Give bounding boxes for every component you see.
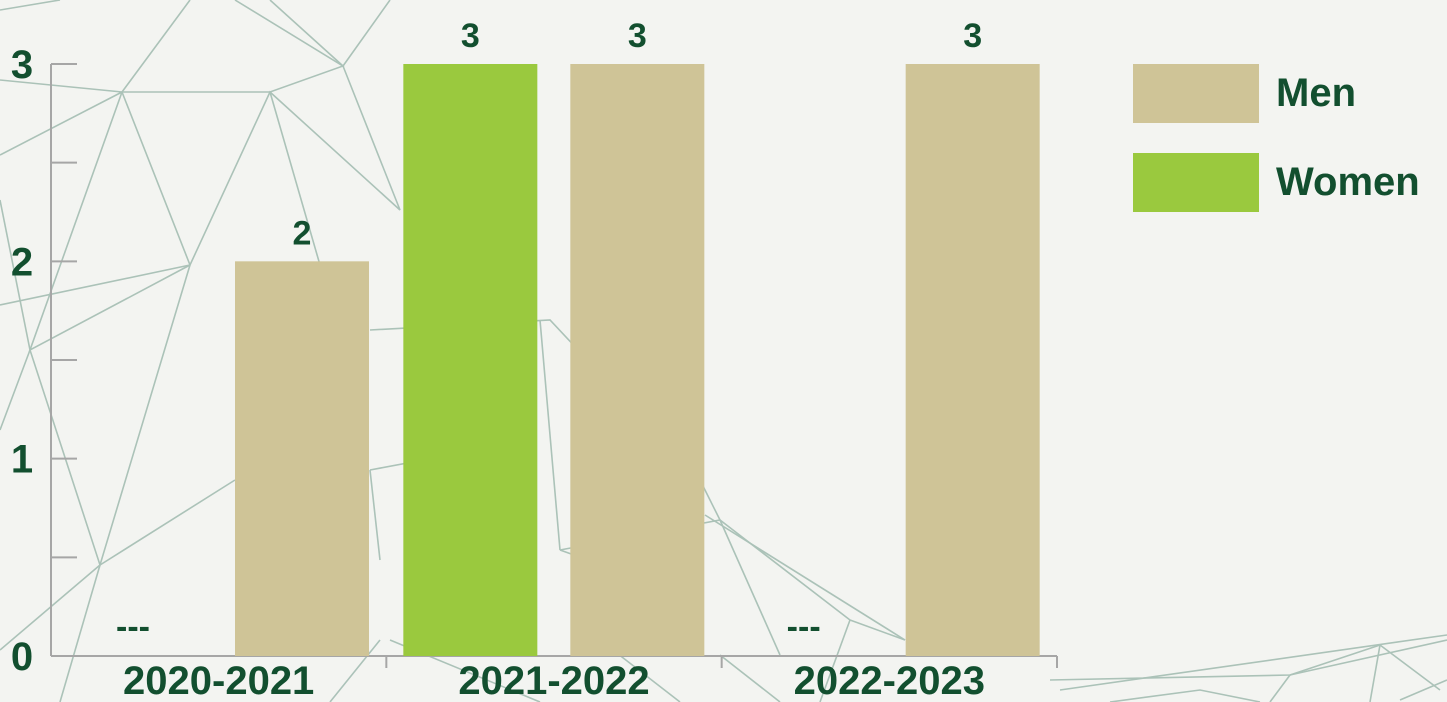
- bar-value-label: ---: [787, 608, 821, 646]
- x-category-label: 2022-2023: [794, 659, 985, 702]
- bar-value-label: 3: [963, 17, 982, 55]
- bar-men: [235, 261, 369, 656]
- legend-item-women: Women: [1133, 153, 1420, 212]
- data-labels: 0 1 2 3 2020-2021 2021-2022 2022-2023 --- 2 3 3 ---…: [11, 17, 985, 702]
- bar-men: [905, 64, 1040, 656]
- legend-label-men: Men: [1276, 71, 1356, 115]
- bars: [235, 64, 1040, 656]
- bar-value-label: 3: [628, 17, 647, 55]
- legend-item-men: Men: [1133, 64, 1420, 123]
- legend: Men Women: [1133, 64, 1420, 242]
- legend-swatch-men: [1133, 64, 1259, 123]
- legend-swatch-women: [1133, 153, 1259, 212]
- x-category-label: 2020-2021: [123, 659, 314, 702]
- y-tick-label: 3: [11, 43, 33, 87]
- bar-women: [403, 64, 538, 656]
- bar-value-label: ---: [116, 608, 150, 646]
- y-tick-label: 1: [11, 438, 33, 482]
- x-category-label: 2021-2022: [458, 659, 649, 702]
- y-tick-label: 2: [11, 240, 33, 284]
- legend-label-women: Women: [1276, 160, 1420, 204]
- bar-value-label: 3: [461, 17, 480, 55]
- bar-value-label: 2: [293, 214, 312, 252]
- axes: [50, 63, 1058, 668]
- bar-men: [570, 64, 705, 656]
- y-tick-label: 0: [11, 635, 33, 679]
